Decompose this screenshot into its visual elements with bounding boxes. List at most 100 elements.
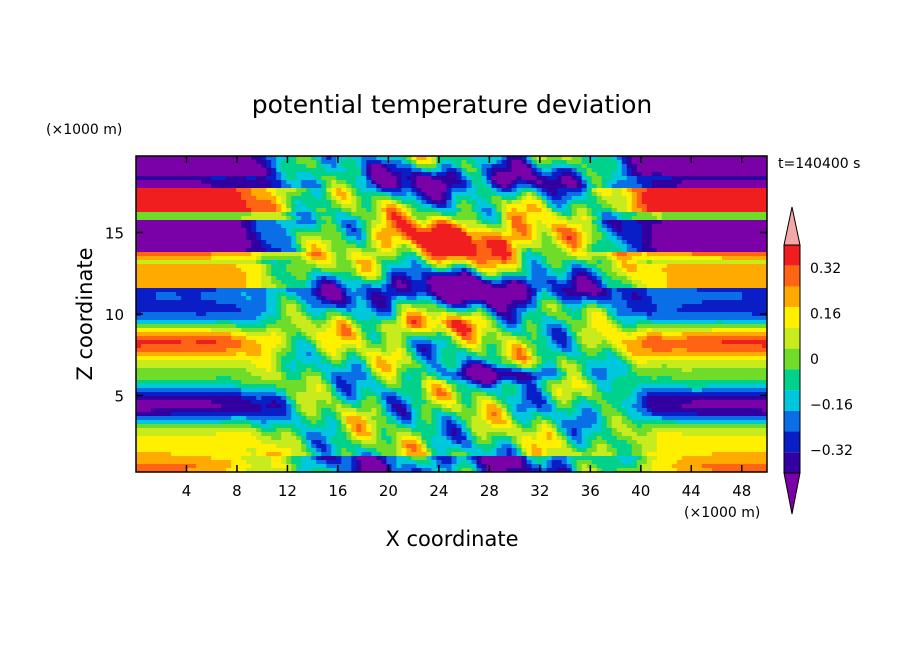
contour-cell [561, 376, 568, 381]
contour-cell [496, 216, 502, 221]
contour-cell [241, 308, 267, 313]
contour-cell [591, 372, 608, 377]
contour-cell [136, 344, 142, 349]
contour-cell [401, 392, 422, 397]
contour-cell [381, 268, 387, 273]
contour-cell [271, 192, 277, 197]
contour-cell [361, 328, 377, 333]
contour-cell [471, 432, 477, 437]
contour-cell [566, 372, 583, 377]
contour-cell [446, 268, 452, 273]
contour-cell [436, 296, 442, 301]
contour-cell [446, 388, 452, 393]
contour-cell [251, 420, 262, 425]
contour-cell [601, 420, 608, 425]
contour-cell [366, 360, 372, 365]
contour-cell [391, 276, 407, 281]
contour-cell [136, 396, 242, 401]
contour-cell [281, 436, 297, 441]
contour-cell [411, 248, 417, 253]
contour-cell [301, 436, 307, 441]
contour-cell [411, 284, 427, 289]
contour-cell [636, 372, 767, 377]
contour-cell [426, 448, 432, 453]
contour-cell [371, 268, 377, 273]
contour-cell [476, 436, 482, 441]
contour-cell [291, 404, 297, 409]
contour-cell [496, 404, 502, 409]
contour-cell [366, 220, 372, 225]
contour-cell [576, 284, 598, 289]
contour-cell [596, 216, 603, 221]
contour-cell [521, 348, 528, 353]
contour-cell [356, 400, 362, 405]
contour-cell [356, 428, 362, 433]
contour-cell [301, 332, 307, 337]
contour-cell [631, 460, 638, 465]
colorbar-swatch [784, 286, 800, 308]
contour-cell [336, 276, 342, 281]
contour-cell [626, 440, 638, 445]
contour-cell [371, 180, 377, 185]
contour-cell [271, 180, 282, 185]
contour-cell [621, 292, 633, 297]
contour-cell [636, 460, 648, 465]
contour-cell [501, 348, 507, 353]
contour-cell [331, 408, 337, 413]
contour-cell [646, 260, 653, 265]
contour-cell [636, 336, 648, 341]
contour-cell [546, 200, 553, 205]
contour-cell [491, 176, 517, 181]
contour-cell [546, 388, 553, 393]
contour-cell [596, 388, 603, 393]
contour-cell [576, 180, 583, 185]
contour-cell [356, 464, 362, 469]
contour-cell [336, 212, 347, 217]
contour-cell [576, 464, 583, 469]
contour-cell [371, 388, 392, 393]
contour-cell [346, 356, 352, 361]
contour-cell [361, 360, 367, 365]
contour-cell [466, 404, 472, 409]
contour-cell [481, 196, 492, 201]
contour-cell [611, 404, 623, 409]
contour-cell [296, 368, 307, 373]
contour-cell [371, 332, 377, 337]
contour-cell [496, 324, 502, 329]
contour-cell [611, 208, 618, 213]
contour-cell [261, 428, 277, 433]
contour-cell [431, 292, 437, 297]
contour-cell [336, 432, 347, 437]
contour-cell [546, 280, 558, 285]
colorbar-swatch [784, 265, 800, 287]
contour-cell [376, 180, 397, 185]
contour-cell [371, 208, 377, 213]
contour-cell [606, 272, 618, 277]
contour-cell [321, 432, 337, 437]
contour-cell [446, 220, 452, 225]
contour-cell [291, 212, 297, 217]
contour-cell [416, 240, 472, 245]
contour-cell [611, 204, 628, 209]
contour-cell [301, 404, 317, 409]
contour-cell [411, 320, 417, 325]
contour-cell [551, 204, 558, 209]
contour-cell [466, 180, 472, 185]
contour-cell [416, 352, 422, 357]
contour-cell [411, 456, 427, 461]
contour-cell [396, 372, 402, 377]
contour-cell [376, 208, 382, 213]
contour-cell [401, 172, 412, 177]
contour-cell [286, 388, 307, 393]
contour-cell [396, 316, 402, 321]
contour-cell [516, 364, 523, 369]
contour-cell [571, 204, 588, 209]
contour-cell [431, 400, 437, 405]
contour-cell [546, 260, 563, 265]
contour-cell [136, 172, 267, 177]
contour-cell [591, 320, 608, 325]
contour-cell [276, 332, 287, 337]
contour-cell [611, 340, 623, 345]
contour-cell [136, 384, 237, 389]
contour-cell [646, 396, 767, 401]
